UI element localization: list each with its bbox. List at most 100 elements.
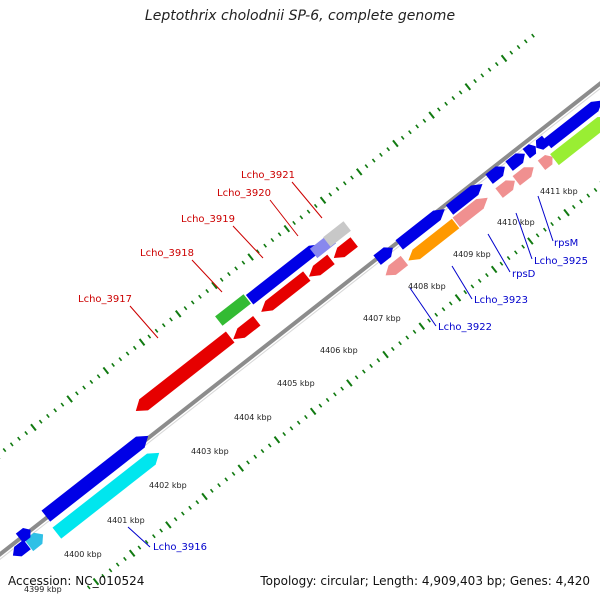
backbone-line xyxy=(0,81,600,557)
callout-connector xyxy=(191,259,223,293)
tick-mark xyxy=(231,471,236,476)
gene-label-reverse: Lcho_3917 xyxy=(78,294,132,305)
callout-connector xyxy=(487,233,511,273)
map-title: Leptothrix cholodnii SP-6, complete geno… xyxy=(144,8,456,24)
kbp-label: 4405 kbp xyxy=(277,379,315,388)
gene-cds xyxy=(12,539,31,557)
tick-mark xyxy=(180,511,185,516)
tick-mark xyxy=(333,392,337,397)
tick-mark xyxy=(118,357,123,362)
tick-mark xyxy=(273,435,281,444)
tick-mark xyxy=(523,39,528,44)
tick-mark xyxy=(154,328,159,333)
tick-mark xyxy=(376,358,381,363)
tick-mark xyxy=(46,413,50,419)
tick-mark xyxy=(335,186,340,191)
kbp-label: 4409 kbp xyxy=(453,250,491,259)
gene-cds xyxy=(408,218,460,261)
tick-mark xyxy=(309,407,317,416)
tick-mark xyxy=(137,545,142,550)
callout-connector xyxy=(269,199,299,237)
tick-mark xyxy=(234,266,239,271)
tick-mark xyxy=(152,534,156,539)
tick-mark xyxy=(550,221,554,227)
tick-mark xyxy=(108,568,113,573)
tick-mark xyxy=(454,294,462,302)
gene-cds xyxy=(52,452,160,539)
tick-mark xyxy=(531,33,535,38)
tick-mark xyxy=(115,562,120,567)
tick-mark xyxy=(138,338,146,346)
tick-mark xyxy=(516,44,521,50)
tick-mark xyxy=(444,101,448,106)
callout-connector xyxy=(451,265,473,300)
gene-cds xyxy=(485,166,505,184)
tick-mark xyxy=(571,204,576,210)
tick-mark xyxy=(451,96,456,101)
callout-connector xyxy=(537,195,554,242)
tick-mark xyxy=(390,346,395,351)
tick-mark xyxy=(128,549,136,558)
tick-mark xyxy=(66,395,73,403)
tick-mark xyxy=(379,152,383,157)
tick-mark xyxy=(195,500,200,505)
gene-label-forward: rpsM xyxy=(554,238,578,249)
tick-mark xyxy=(246,460,250,465)
tick-mark xyxy=(480,73,485,78)
callout-connector xyxy=(291,181,323,219)
gene-cds xyxy=(522,144,537,159)
tick-mark xyxy=(147,334,152,339)
tick-mark xyxy=(211,281,218,290)
tick-mark xyxy=(340,386,344,391)
tick-mark xyxy=(350,175,354,180)
tick-mark xyxy=(253,454,258,459)
gene-cds xyxy=(452,197,488,228)
tick-mark xyxy=(190,300,195,305)
gene-callouts: Lcho_3917 Lcho_3918 Lcho_3919 Lcho_3920 Lcho… xyxy=(78,170,588,553)
tick-mark xyxy=(209,488,214,493)
tick-mark xyxy=(485,273,489,278)
tick-mark xyxy=(241,260,246,265)
tick-mark xyxy=(96,374,101,379)
tick-mark xyxy=(173,517,178,522)
tick-mark xyxy=(319,196,327,205)
gene-cds xyxy=(495,180,515,198)
gene-cds xyxy=(550,116,600,166)
tick-mark xyxy=(282,431,287,437)
tick-mark xyxy=(400,135,405,140)
tick-mark xyxy=(506,255,511,261)
gene-label-reverse: Lcho_3921 xyxy=(241,170,295,181)
gene-cds xyxy=(41,435,149,522)
tick-mark xyxy=(299,215,304,220)
tick-mark xyxy=(306,209,311,214)
tick-mark xyxy=(514,250,518,255)
tick-mark xyxy=(398,341,402,346)
callout-connector xyxy=(127,526,151,548)
kbp-label: 4403 kbp xyxy=(191,447,229,456)
tick-mark xyxy=(364,164,369,169)
gene-cds xyxy=(535,135,550,150)
tick-mark xyxy=(422,118,427,123)
tick-mark xyxy=(355,168,363,176)
tick-mark xyxy=(428,111,435,119)
tick-mark xyxy=(24,430,29,436)
tick-mark xyxy=(296,420,301,425)
gene-cds xyxy=(385,255,409,276)
tick-mark xyxy=(132,345,137,350)
tick-mark xyxy=(405,335,410,340)
tick-mark xyxy=(237,464,245,472)
gene-cds xyxy=(395,209,445,250)
tick-mark xyxy=(256,249,260,254)
tick-mark xyxy=(270,237,275,243)
tick-mark xyxy=(470,284,475,289)
tick-mark xyxy=(30,423,37,432)
gene-cds xyxy=(15,528,31,543)
gene-cds xyxy=(543,100,600,149)
callout-connector xyxy=(515,212,533,260)
tick-mark xyxy=(219,277,224,282)
tick-mark xyxy=(408,130,412,135)
tick-mark xyxy=(463,290,468,295)
accession-text: Accession: NC_010524 xyxy=(8,574,145,588)
gene-cds xyxy=(537,155,553,170)
